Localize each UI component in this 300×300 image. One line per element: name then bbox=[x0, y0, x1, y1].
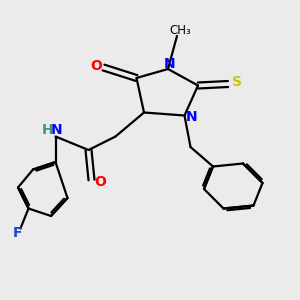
Text: O: O bbox=[94, 175, 106, 188]
Text: N: N bbox=[164, 57, 175, 70]
Text: F: F bbox=[13, 226, 23, 240]
Text: CH₃: CH₃ bbox=[169, 24, 191, 37]
Text: O: O bbox=[90, 59, 102, 73]
Text: N: N bbox=[185, 110, 197, 124]
Text: S: S bbox=[232, 76, 242, 89]
Text: H: H bbox=[41, 124, 53, 137]
Text: N: N bbox=[51, 124, 62, 137]
